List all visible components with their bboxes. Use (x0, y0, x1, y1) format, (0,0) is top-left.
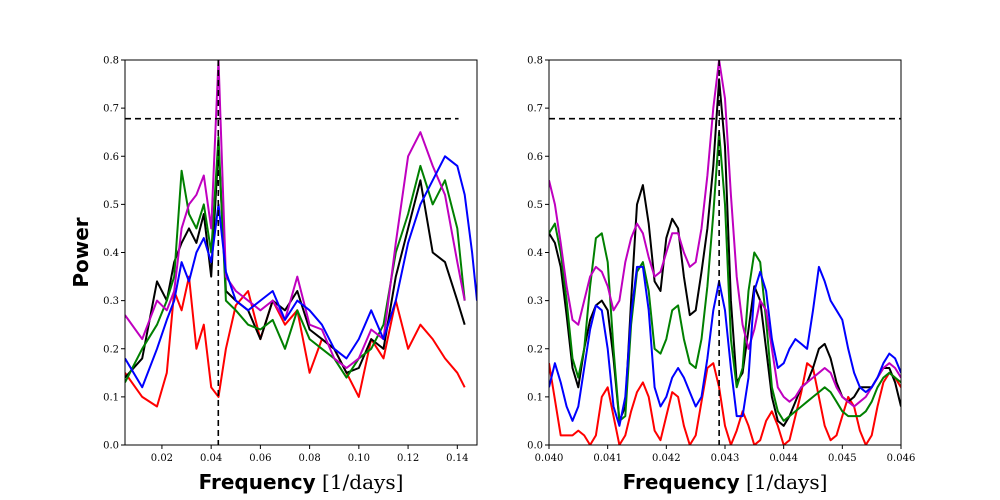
x-tick-label: 0.02 (151, 453, 173, 464)
y-tick-label: 0.7 (527, 104, 543, 115)
series-line-4 (549, 265, 901, 427)
x-tick-label: 0.12 (397, 453, 419, 464)
x-tick-label: 0.14 (446, 453, 468, 464)
x-axis-label-unit: [1/days] (746, 470, 827, 494)
y-axis-label: Power (69, 217, 93, 287)
x-tick-label: 0.041 (593, 453, 622, 464)
y-tick-label: 0.5 (103, 200, 119, 211)
x-tick-label: 0.042 (652, 453, 681, 464)
y-tick-label: 0.2 (103, 344, 119, 355)
y-tick-label: 0.0 (527, 441, 543, 452)
series-group (125, 60, 477, 408)
x-axis-label: Frequency [1/days] (199, 470, 404, 494)
x-axis-label: Frequency [1/days] (623, 470, 828, 494)
x-axis-label-name: Frequency (199, 470, 316, 494)
x-tick-label: 0.045 (828, 453, 857, 464)
y-tick-label: 0.1 (527, 392, 543, 403)
series-line-3 (549, 60, 901, 408)
y-tick-label: 0.6 (527, 152, 543, 163)
x-tick-label: 0.04 (200, 453, 222, 464)
x-tick-label: 0.040 (535, 453, 564, 464)
series-line-2 (125, 136, 466, 383)
x-tick-label: 0.046 (887, 453, 916, 464)
left-panel: 0.02 0.04 0.06 0.08 0.10 0.12 0.14 0.0 0.1 0.2 0.3… (69, 56, 478, 494)
x-tick-label: 0.08 (298, 453, 320, 464)
x-tick-label: 0.043 (711, 453, 740, 464)
plot-frame (548, 59, 902, 446)
y-tick-label: 0.3 (527, 296, 543, 307)
y-tick-label: 0.4 (527, 248, 543, 259)
series-line-0 (549, 362, 901, 445)
series-line-4 (125, 155, 477, 389)
x-tick-label: 0.044 (769, 453, 798, 464)
right-panel: 0.040 0.041 0.042 0.043 0.044 0.045 0.046 0.0 0.… (527, 56, 915, 495)
series-group (549, 60, 901, 445)
x-tick-label: 0.06 (249, 453, 271, 464)
y-tick-label: 0.4 (103, 248, 119, 259)
y-tick-label: 0.2 (527, 344, 543, 355)
y-tick-label: 0.7 (103, 104, 119, 115)
series-line-2 (549, 131, 901, 422)
y-tick-label: 0.5 (527, 200, 543, 211)
series-line-1 (549, 78, 901, 427)
x-axis-label-name: Frequency (623, 470, 740, 494)
series-line-3 (125, 60, 466, 369)
y-tick-label: 0.0 (103, 441, 119, 452)
x-tick-label: 0.10 (348, 453, 370, 464)
y-tick-label: 0.3 (103, 296, 119, 307)
series-line-0 (125, 275, 466, 408)
y-tick-label: 0.1 (103, 392, 119, 403)
y-tick-label: 0.6 (103, 152, 119, 163)
y-tick-label: 0.8 (103, 56, 119, 67)
x-axis-label-unit: [1/days] (322, 470, 403, 494)
y-tick-label: 0.8 (527, 56, 543, 67)
